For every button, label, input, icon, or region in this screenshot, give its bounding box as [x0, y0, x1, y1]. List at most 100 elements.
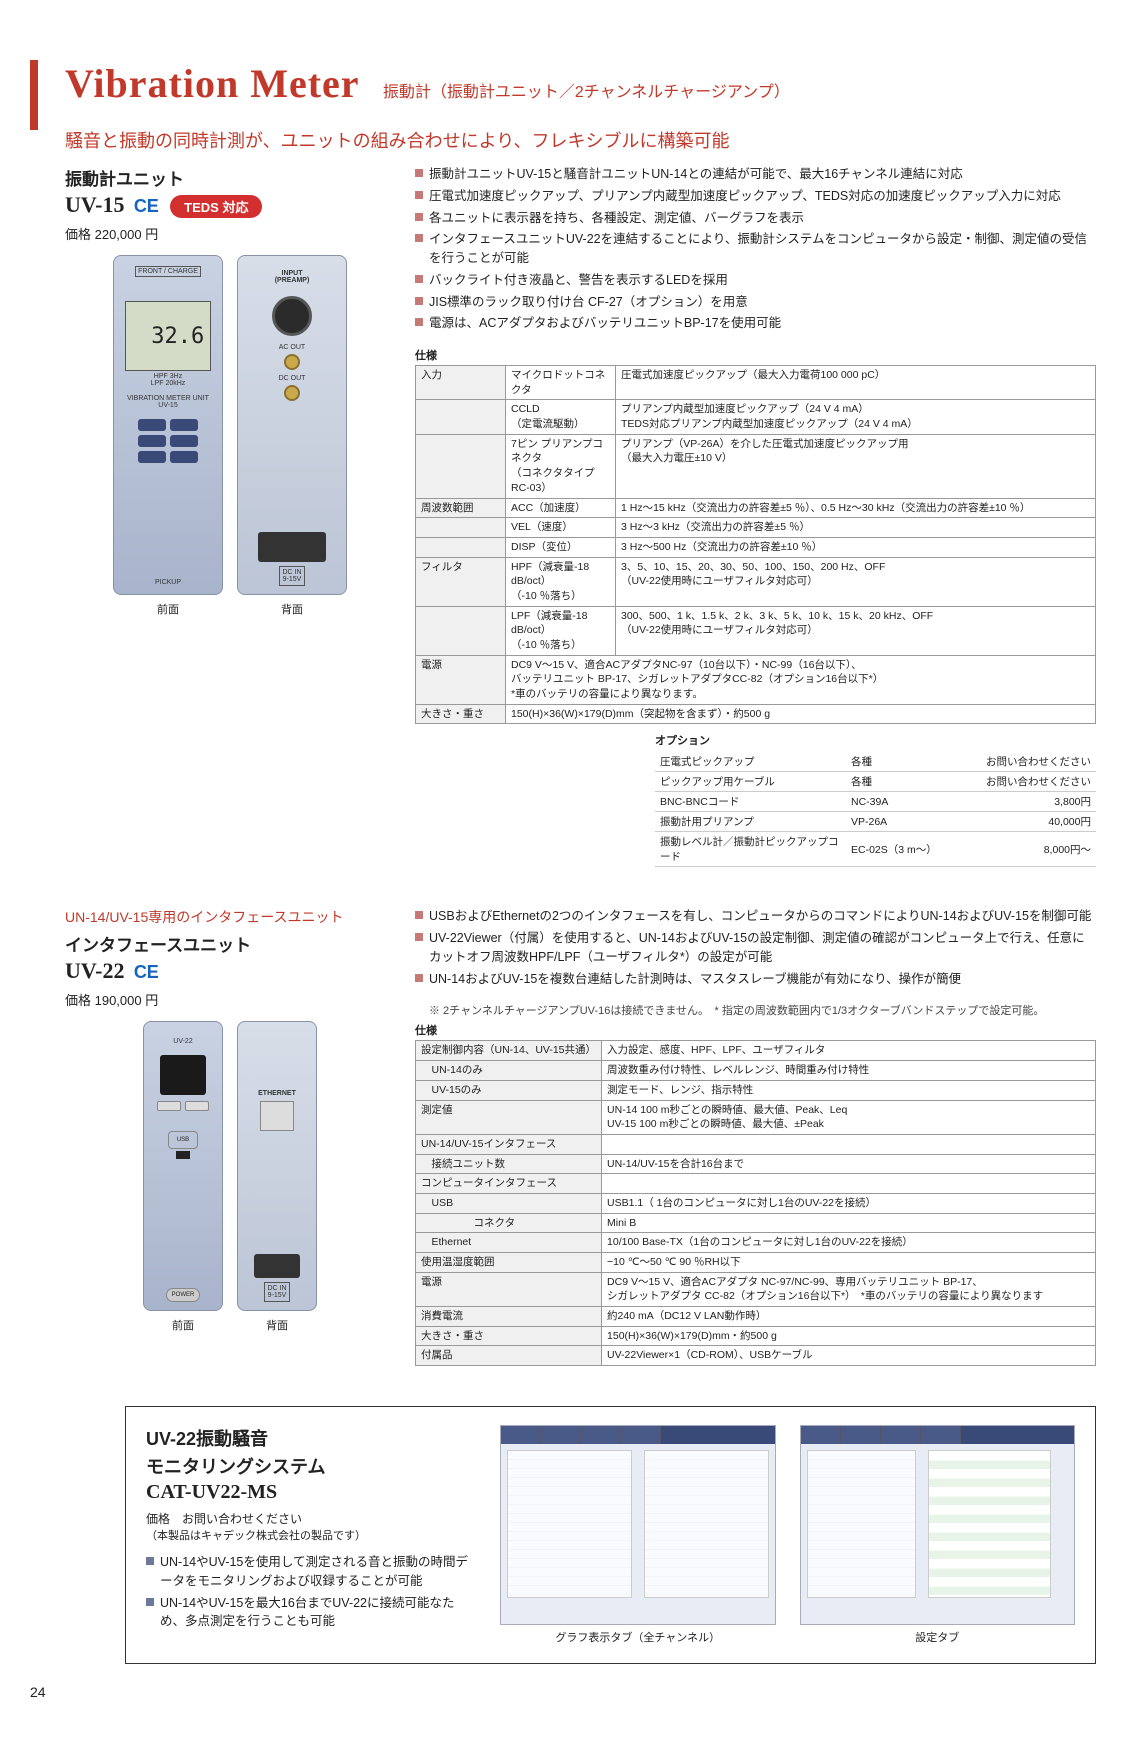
cat-maker-note: （本製品はキャデック株式会社の製品です）: [146, 1527, 476, 1543]
title-english: Vibration Meter: [65, 61, 360, 106]
spec-header: [416, 518, 506, 538]
ce-mark: CE: [134, 962, 159, 982]
spec-header: [416, 537, 506, 557]
uv22-label: UV-22: [173, 1038, 192, 1045]
acout-label: AC OUT: [279, 344, 305, 351]
spec-subheader: DISP（変位）: [506, 537, 616, 557]
spec-header: コンピュータインタフェース: [416, 1174, 602, 1194]
spec-subheader: マイクロドットコネクタ: [506, 366, 616, 400]
uv15-spec-table: 入力マイクロドットコネクタ圧電式加速度ピックアップ（最大入力電荷100 000 …: [415, 365, 1096, 724]
uv22-model: UV-22: [65, 958, 124, 983]
usb-port-label: USB: [168, 1131, 198, 1149]
uv22-price: 価格 190,000 円: [65, 990, 395, 1009]
dcin-label: DC IN 9-15V: [279, 566, 304, 586]
cat-title-1: UV-22振動騒音: [146, 1425, 476, 1451]
feature-bullet: 電源は、ACアダプタおよびバッテリユニットBP-17を使用可能: [415, 314, 1096, 333]
feature-bullet: UN-14やUV-15を使用して測定される音と振動の時間データをモニタリングおよ…: [146, 1553, 476, 1591]
front-charge-label: FRONT / CHARGE: [135, 266, 201, 277]
spec-value: 1 Hz～15 kHz（交流出力の許容差±5 ％）、0.5 Hz～30 kHz（…: [616, 498, 1096, 518]
uv15-back-image: INPUT (PREAMP) AC OUT DC OUT DC IN 9-15V: [237, 255, 347, 595]
cat-model: CAT-UV22-MS: [146, 1481, 476, 1504]
spec-header: 消費電流: [416, 1307, 602, 1327]
store-button: [157, 1101, 181, 1111]
option-cell: ピックアップ用ケーブル: [655, 772, 846, 792]
spec-value: 約240 mA（DC12 V LAN動作時）: [602, 1307, 1096, 1327]
spec-header: [416, 606, 506, 655]
option-cell: NC-39A: [846, 792, 966, 812]
blank-button: [170, 451, 198, 463]
ethernet-label: ETHERNET: [258, 1090, 296, 1097]
feature-bullet: UN-14およびUV-15を複数台連結した計測時は、マスタスレーブ機能が有効にな…: [415, 970, 1096, 989]
graph-tab-screenshot: [500, 1425, 776, 1625]
uv22-back-image: ETHERNET DC IN 9-15V: [237, 1021, 317, 1311]
uv15-product-name: 振動計ユニット: [65, 165, 395, 190]
feature-bullet: JIS標準のラック取り付け台 CF-27（オプション）を用意: [415, 293, 1096, 312]
serial-plate: [254, 1254, 300, 1278]
teds-badge: TEDS 対応: [170, 195, 262, 218]
uv15-model: UV-15: [65, 192, 124, 217]
spec-header: フィルタ: [416, 557, 506, 606]
dcout-label: DC OUT: [279, 375, 306, 382]
spec-header: 電源: [416, 655, 506, 704]
uv15-lcd-screen: 32.6: [125, 301, 211, 371]
option-cell: BNC-BNCコード: [655, 792, 846, 812]
uv22-front-image: UV-22 USB POWER: [143, 1021, 223, 1311]
spec-subheader: 7ピン プリアンプコネクタ （コネクタタイプRC-03）: [506, 434, 616, 498]
spec-header: 大きさ・重さ: [416, 704, 506, 724]
spec-value: 測定モード、レンジ、指示特性: [602, 1080, 1096, 1100]
option-cell: EC-02S（3 m～）: [846, 832, 966, 867]
spec-subheader: VEL（速度）: [506, 518, 616, 538]
dcout-jack: [284, 385, 300, 401]
spec-value: 150(H)×36(W)×179(D)mm・約500 g: [602, 1326, 1096, 1346]
spec-value: 300、500、1 k、1.5 k、2 k、3 k、5 k、10 k、15 k、…: [616, 606, 1096, 655]
ce-mark: CE: [134, 196, 159, 216]
lead-text: 騒音と振動の同時計測が、ユニットの組み合わせにより、フレキシブルに構築可能: [65, 127, 1096, 153]
spec-value: DC9 V～15 V、適合ACアダプタ NC-97/NC-99、専用バッテリユニ…: [602, 1272, 1096, 1306]
spec-header: [416, 400, 506, 434]
feature-bullet: インタフェースユニットUV-22を連結することにより、振動計システムをコンピュー…: [415, 230, 1096, 268]
feature-bullet: 各ユニットに表示器を持ち、各種設定、測定値、バーグラフを表示: [415, 209, 1096, 228]
dcin-label: DC IN 9-15V: [264, 1282, 289, 1302]
spec-header: 使用温湿度範囲: [416, 1253, 602, 1273]
uv15-price: 価格 220,000 円: [65, 224, 395, 243]
spec-value: 入力設定、感度、HPF、LPF、ユーザフィルタ: [602, 1041, 1096, 1061]
cat-feature-list: UN-14やUV-15を使用して測定される音と振動の時間データをモニタリングおよ…: [146, 1553, 476, 1631]
uv15-device-images: FRONT / CHARGE 32.6 HPF 3HzLPF 20kHz VIB…: [65, 255, 395, 617]
option-cell: お問い合わせください: [966, 752, 1096, 772]
spec-value: プリアンプ内蔵型加速度ピックアップ（24 V 4 mA） TEDS対応プリアンプ…: [616, 400, 1096, 434]
spec-value: 10/100 Base-TX（1台のコンピュータに対し1台のUV-22を接続）: [602, 1233, 1096, 1253]
screenshot-caption-2: 設定タブ: [800, 1629, 1076, 1645]
serial-plate: [258, 532, 325, 562]
spec-header: 測定値: [416, 1100, 602, 1134]
spec-value: 150(H)×36(W)×179(D)mm（突起物を含まず）・約500 g: [506, 704, 1096, 724]
spec-header: 接続ユニット数: [416, 1154, 602, 1174]
spec-header: 付属品: [416, 1346, 602, 1366]
spec-value: USB1.1（ 1台のコンピュータに対し1台のUV-22を接続）: [602, 1193, 1096, 1213]
spec-value: 周波数重み付け特性、レベルレンジ、時間重み付け特性: [602, 1061, 1096, 1081]
option-cell: 各種: [846, 752, 966, 772]
back-caption: 背面: [237, 601, 347, 617]
range-button: [170, 435, 198, 447]
input-button: [138, 419, 166, 431]
cat-title-2: モニタリングシステム: [146, 1453, 476, 1479]
cat-uv22-box: UV-22振動騒音 モニタリングシステム CAT-UV22-MS 価格 お問い合…: [125, 1406, 1096, 1664]
page-number: 24: [30, 1684, 1096, 1700]
settings-tab-screenshot: [800, 1425, 1076, 1625]
page-header: Vibration Meter 振動計（振動計ユニット／2チャンネルチャージアン…: [65, 60, 1096, 107]
header-accent-bar: [30, 60, 38, 130]
meas-button: [170, 419, 198, 431]
spec-value: 3、5、10、15、20、30、50、100、150、200 Hz、OFF （U…: [616, 557, 1096, 606]
front-caption: 前面: [143, 1317, 223, 1333]
uv15-section: 振動計ユニット UV-15 CE TEDS 対応 価格 220,000 円 FR…: [65, 165, 1096, 867]
hpf-lpf-label: HPF 3HzLPF 20kHz: [151, 373, 186, 387]
spec-value: Mini B: [602, 1213, 1096, 1233]
spec-header: [416, 434, 506, 498]
spec-heading: 仕様: [415, 1022, 1096, 1038]
unit-label: VIBRATION METER UNITUV-15: [127, 395, 209, 409]
uv22-subhead: UN-14/UV-15専用のインタフェースユニット: [65, 907, 395, 927]
title-japanese: 振動計（振動計ユニット／2チャンネルチャージアンプ）: [383, 84, 790, 101]
display-reading: 32.6: [151, 324, 204, 349]
uv22-spec-table: 設定制御内容（UN-14、UV-15共通）入力設定、感度、HPF、LPF、ユーザ…: [415, 1040, 1096, 1366]
spec-header: USB: [416, 1193, 602, 1213]
spec-header: 設定制御内容（UN-14、UV-15共通）: [416, 1041, 602, 1061]
